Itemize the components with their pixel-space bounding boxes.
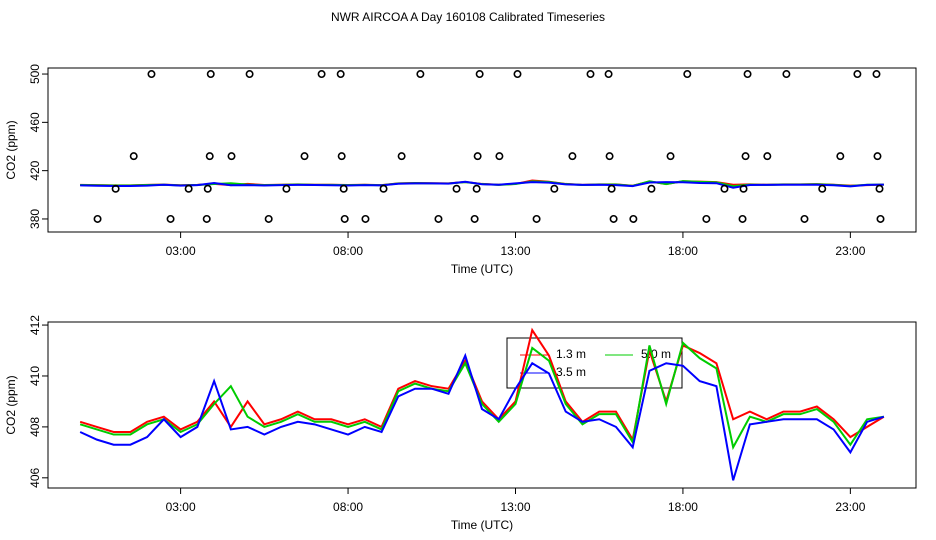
point [282, 184, 291, 193]
line [79, 352, 885, 481]
y-tick-label: 408 [28, 417, 42, 437]
point [609, 214, 618, 223]
point [818, 184, 827, 193]
point [629, 214, 638, 223]
point [873, 152, 882, 161]
point [361, 214, 370, 223]
point [741, 152, 750, 161]
x-tick-label: 13:00 [500, 244, 530, 258]
point [434, 214, 443, 223]
point [683, 70, 692, 79]
point [111, 184, 120, 193]
x-tick-label: 23:00 [835, 500, 865, 514]
y-tick-label: 460 [28, 112, 42, 132]
line [79, 341, 885, 451]
point [605, 152, 614, 161]
x-axis-label: Time (UTC) [451, 518, 513, 532]
point [147, 70, 156, 79]
x-tick-label: 08:00 [333, 244, 363, 258]
point [205, 152, 214, 161]
legend-box [506, 337, 683, 389]
y-axis-label: CO2 (ppm) [4, 120, 18, 179]
x-tick-label: 08:00 [333, 500, 363, 514]
point [93, 214, 102, 223]
point [300, 152, 309, 161]
point [340, 214, 349, 223]
point [763, 152, 772, 161]
point [227, 152, 236, 161]
reference-line [80, 180, 884, 189]
point [604, 70, 613, 79]
point [472, 184, 481, 193]
point [336, 70, 345, 79]
point [666, 152, 675, 161]
point [836, 152, 845, 161]
plot-box [47, 67, 917, 233]
point [875, 184, 884, 193]
point [416, 70, 425, 79]
point [743, 70, 752, 79]
x-tick-label: 23:00 [835, 244, 865, 258]
point [586, 70, 595, 79]
point [853, 70, 862, 79]
y-tick-label: 500 [28, 64, 42, 84]
point [337, 152, 346, 161]
y-tick-label: 406 [28, 467, 42, 487]
x-tick-label: 03:00 [166, 500, 196, 514]
point [532, 214, 541, 223]
point [264, 214, 273, 223]
legend-label: 5.0 m [641, 347, 671, 361]
x-tick-label: 18:00 [668, 244, 698, 258]
point [739, 184, 748, 193]
point [206, 70, 215, 79]
legend-label: 3.5 m [556, 365, 586, 379]
point [202, 214, 211, 223]
point [475, 70, 484, 79]
y-tick-label: 410 [28, 366, 42, 386]
point [452, 184, 461, 193]
y-tick-label: 420 [28, 160, 42, 180]
point [317, 70, 326, 79]
point [397, 152, 406, 161]
point [245, 70, 254, 79]
point [166, 214, 175, 223]
point [568, 152, 577, 161]
x-tick-label: 13:00 [500, 500, 530, 514]
chart-title: NWR AIRCOA A Day 160108 Calibrated Times… [331, 10, 605, 24]
x-tick-label: 03:00 [166, 244, 196, 258]
point [184, 184, 193, 193]
point [738, 214, 747, 223]
point [550, 184, 559, 193]
point [513, 70, 522, 79]
point [203, 184, 212, 193]
point [782, 70, 791, 79]
point [129, 152, 138, 161]
point [473, 152, 482, 161]
plot-box [47, 321, 917, 489]
x-tick-label: 18:00 [668, 500, 698, 514]
point [647, 184, 656, 193]
y-tick-label: 412 [28, 315, 42, 335]
point [470, 214, 479, 223]
point [876, 214, 885, 223]
y-tick-label: 380 [28, 209, 42, 229]
point [872, 70, 881, 79]
point [339, 184, 348, 193]
point [607, 184, 616, 193]
y-axis-label: CO2 (ppm) [4, 375, 18, 434]
point [702, 214, 711, 223]
point [720, 184, 729, 193]
x-axis-label: Time (UTC) [451, 262, 513, 276]
point [379, 184, 388, 193]
legend-label: 1.3 m [556, 347, 586, 361]
point [800, 214, 809, 223]
point [495, 152, 504, 161]
